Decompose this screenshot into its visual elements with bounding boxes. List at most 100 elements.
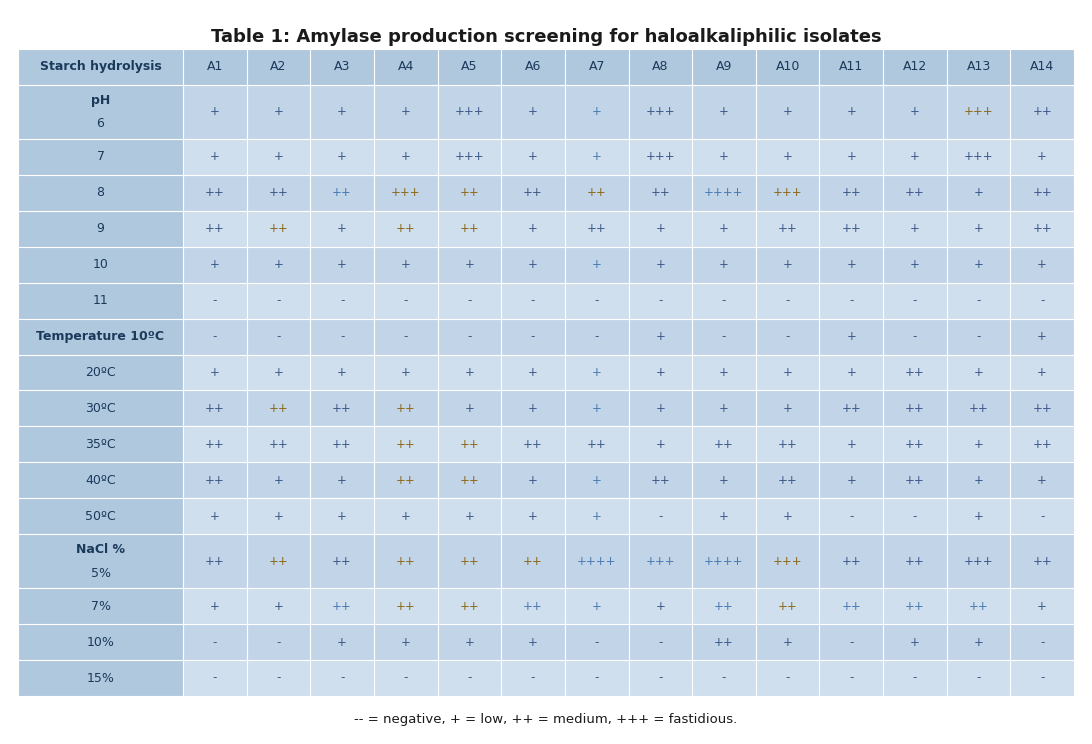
Bar [819, 534, 883, 589]
Bar [883, 391, 947, 426]
Bar [310, 660, 373, 696]
Text: +: + [273, 510, 284, 523]
Bar [819, 624, 883, 660]
Text: +: + [529, 510, 538, 523]
Bar [629, 211, 692, 247]
Text: +: + [592, 474, 602, 487]
Bar [501, 139, 565, 175]
Bar [373, 283, 438, 318]
Text: ++++: ++++ [704, 555, 744, 568]
Text: -: - [976, 672, 981, 684]
Bar [310, 426, 373, 462]
Bar [438, 175, 501, 211]
Text: +: + [910, 150, 919, 164]
Text: +: + [337, 150, 347, 164]
Text: ++: ++ [1032, 555, 1052, 568]
Bar [247, 139, 310, 175]
Text: ++: ++ [460, 438, 479, 451]
Text: A9: A9 [715, 60, 732, 74]
Text: +: + [592, 106, 602, 118]
Text: -: - [213, 330, 217, 343]
Text: -: - [785, 672, 790, 684]
Text: -: - [213, 294, 217, 307]
Text: ++: ++ [905, 186, 925, 199]
Bar [883, 589, 947, 624]
Bar [438, 211, 501, 247]
Text: +++: +++ [645, 106, 675, 118]
Text: +: + [655, 402, 665, 415]
Text: +: + [1037, 258, 1047, 271]
Bar [247, 660, 310, 696]
Text: pH: pH [91, 94, 110, 106]
Bar [819, 211, 883, 247]
Text: 6: 6 [96, 118, 105, 130]
Bar [183, 391, 247, 426]
Text: ++: ++ [714, 635, 734, 649]
Bar [947, 211, 1010, 247]
Bar [1010, 139, 1075, 175]
Text: +: + [337, 258, 347, 271]
Text: +: + [529, 474, 538, 487]
Bar [1010, 624, 1075, 660]
Text: ++: ++ [205, 555, 225, 568]
Bar [438, 355, 501, 391]
Text: +: + [846, 150, 856, 164]
Bar [692, 175, 756, 211]
Text: 10: 10 [93, 258, 108, 271]
Bar [310, 462, 373, 498]
Text: -: - [658, 294, 663, 307]
Text: 35ºC: 35ºC [85, 438, 116, 451]
Text: -: - [913, 510, 917, 523]
Text: +: + [974, 222, 984, 235]
Text: +: + [592, 150, 602, 164]
Text: -: - [850, 635, 854, 649]
Bar [373, 175, 438, 211]
Bar [183, 534, 247, 589]
Bar [373, 355, 438, 391]
Bar [310, 589, 373, 624]
Bar [947, 624, 1010, 660]
Text: ++: ++ [523, 600, 543, 612]
Text: -: - [594, 672, 598, 684]
Bar [883, 318, 947, 355]
Bar [438, 283, 501, 318]
Bar [629, 660, 692, 696]
Bar [883, 283, 947, 318]
Text: +: + [337, 510, 347, 523]
Text: ++: ++ [269, 222, 288, 235]
Bar [692, 85, 756, 139]
Text: +: + [210, 510, 219, 523]
Bar [1010, 498, 1075, 534]
Bar [438, 391, 501, 426]
Text: -: - [976, 294, 981, 307]
Text: A4: A4 [397, 60, 414, 74]
Bar [247, 391, 310, 426]
Text: +++: +++ [964, 106, 994, 118]
Bar [947, 247, 1010, 283]
Text: +: + [592, 258, 602, 271]
Bar [819, 283, 883, 318]
Text: +: + [464, 510, 474, 523]
Text: ++: ++ [586, 222, 606, 235]
Text: -: - [658, 672, 663, 684]
Bar [629, 498, 692, 534]
Bar [947, 391, 1010, 426]
Text: ++: ++ [841, 222, 862, 235]
Text: ++: ++ [586, 438, 606, 451]
Bar [1010, 355, 1075, 391]
Bar [438, 534, 501, 589]
Text: 15%: 15% [86, 672, 115, 684]
Bar [373, 624, 438, 660]
Bar [692, 139, 756, 175]
Bar [310, 391, 373, 426]
Text: ++: ++ [586, 186, 606, 199]
Bar [373, 589, 438, 624]
Text: 10%: 10% [86, 635, 115, 649]
Bar [247, 283, 310, 318]
Text: ++: ++ [396, 600, 416, 612]
Bar [947, 175, 1010, 211]
Text: +: + [1037, 366, 1047, 379]
Text: +: + [592, 600, 602, 612]
Text: ++: ++ [269, 186, 288, 199]
Bar [373, 247, 438, 283]
